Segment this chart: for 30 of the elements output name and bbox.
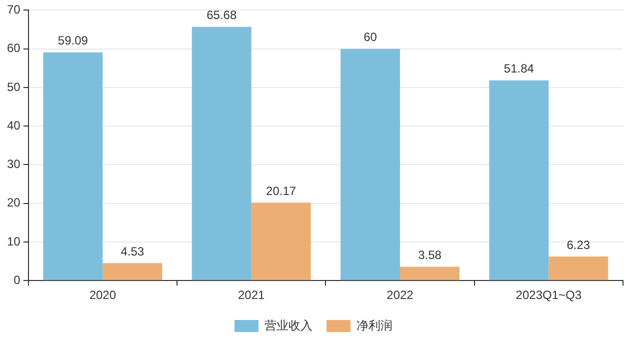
y-tick-label: 60 xyxy=(6,41,21,56)
data-label: 6.23 xyxy=(566,238,590,252)
bar xyxy=(400,266,460,280)
data-label: 65.68 xyxy=(206,8,237,22)
y-tick-label: 0 xyxy=(14,272,21,287)
bar xyxy=(489,80,549,280)
legend-label: 净利润 xyxy=(356,318,392,332)
y-tick-label: 30 xyxy=(6,157,21,172)
bar xyxy=(43,52,103,280)
y-tick-label: 50 xyxy=(6,80,21,94)
x-tick-label: 2022 xyxy=(386,288,414,302)
bar xyxy=(251,202,311,280)
data-label: 59.09 xyxy=(58,34,88,48)
bar xyxy=(548,256,608,280)
x-tick-label: 2023Q1~Q3 xyxy=(516,288,582,302)
data-label: 4.53 xyxy=(120,244,144,258)
bar xyxy=(340,48,400,280)
y-tick-label: 40 xyxy=(6,118,21,132)
legend-label: 营业收入 xyxy=(264,318,312,332)
data-label: 51.84 xyxy=(504,62,534,76)
y-tick-label: 20 xyxy=(6,196,21,210)
bar xyxy=(102,263,162,280)
y-tick-label: 70 xyxy=(6,2,21,17)
bar xyxy=(192,26,252,280)
y-tick-label: 10 xyxy=(6,234,21,248)
data-label: 20.17 xyxy=(266,184,296,198)
data-label: 3.58 xyxy=(418,248,442,262)
data-label: 60 xyxy=(364,30,378,44)
x-tick-label: 2020 xyxy=(89,288,116,302)
x-tick-label: 2021 xyxy=(238,288,266,302)
